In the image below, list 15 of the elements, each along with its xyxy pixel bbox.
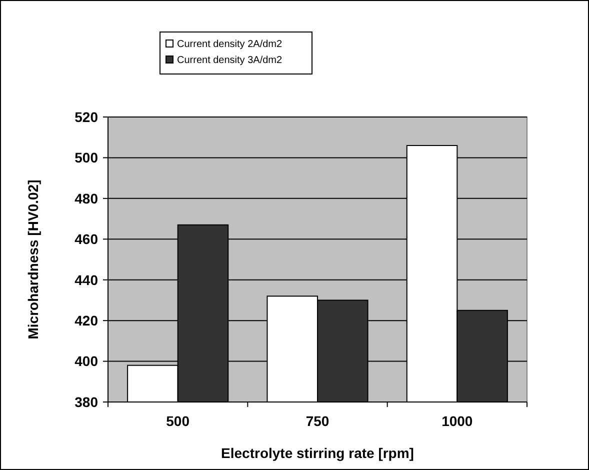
y-tick-label: 440 [74, 272, 98, 288]
legend-label: Current density 2A/dm2 [177, 39, 282, 50]
x-tick-label: 1000 [442, 413, 473, 429]
legend-label: Current density 3A/dm2 [177, 55, 282, 66]
y-tick-label: 480 [74, 190, 98, 206]
y-tick-label: 380 [74, 394, 98, 410]
y-tick-label: 500 [74, 150, 98, 166]
x-axis-title: Electrolyte stirring rate [rpm] [221, 445, 414, 461]
x-tick-label: 500 [166, 413, 190, 429]
y-tick-label: 400 [74, 353, 98, 370]
y-tick-label: 420 [74, 312, 98, 328]
y-tick-label: 520 [74, 108, 98, 125]
y-tick-label: 460 [74, 231, 98, 248]
x-tick-label: 750 [306, 413, 330, 429]
y-axis-title: Microhardness [HV0.02] [25, 180, 41, 340]
